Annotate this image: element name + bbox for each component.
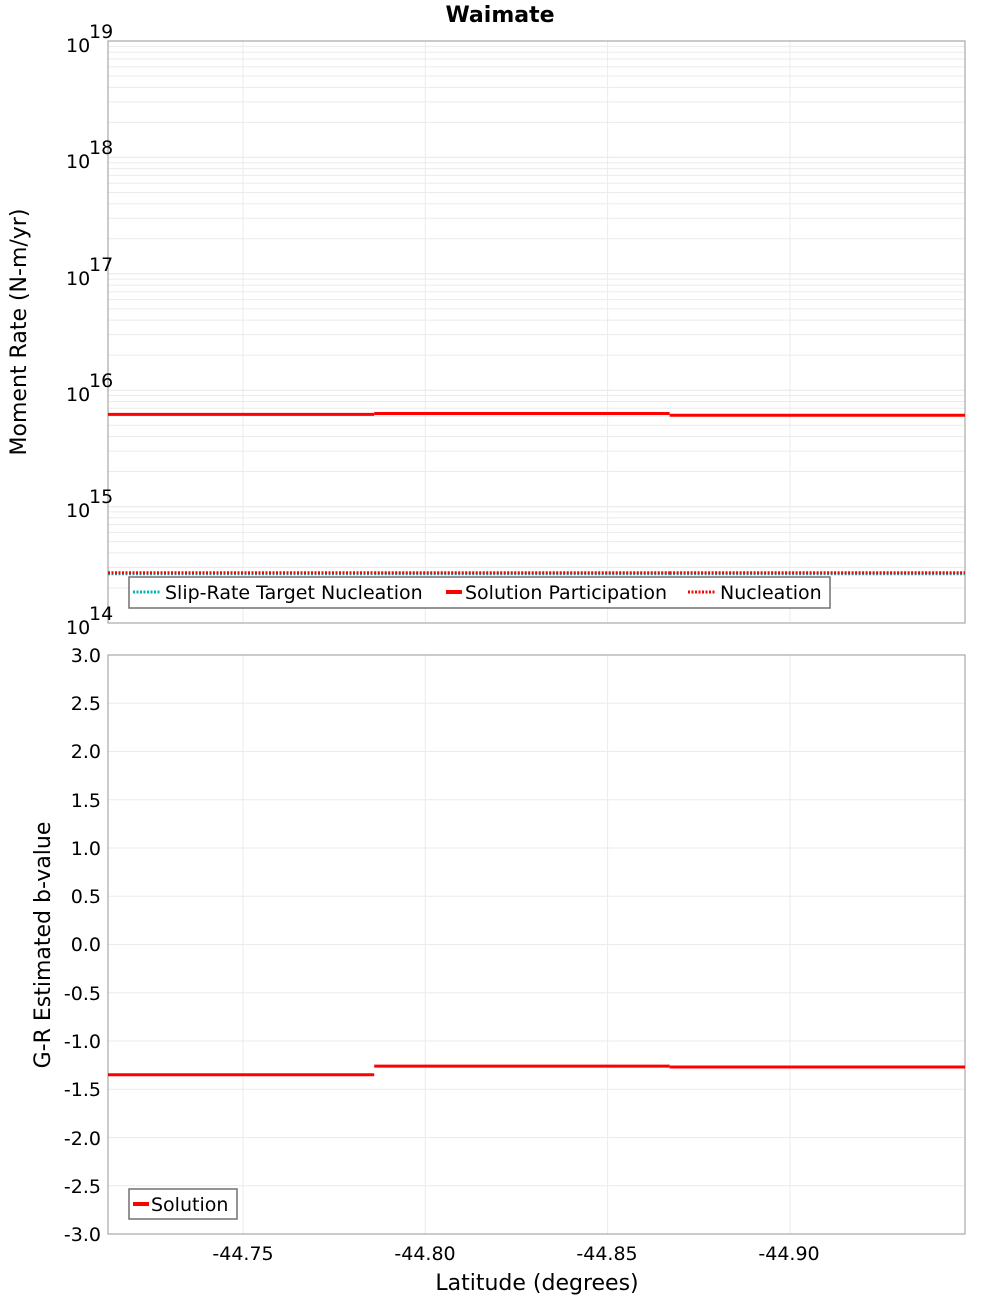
y-tick-base: 10	[66, 35, 90, 57]
top-y-ticks: 10 19 10 18 10 17 10 16 10 15 10 14	[66, 21, 113, 639]
y-tick: 0.5	[71, 886, 101, 908]
y-tick-base: 10	[66, 268, 90, 290]
y-tick-base: 10	[66, 151, 90, 173]
y-tick: -1.5	[64, 1079, 101, 1101]
y-tick: 0.0	[71, 934, 101, 956]
y-tick: -3.0	[64, 1224, 101, 1246]
x-axis-label: Latitude (degrees)	[435, 1271, 638, 1296]
bottom-plot: 3.0 2.5 2.0 1.5 1.0 0.5 0.0 -0.5 -1.0 -1…	[31, 645, 965, 1246]
y-tick: 3.0	[71, 645, 101, 667]
bottom-y-ticks: 3.0 2.5 2.0 1.5 1.0 0.5 0.0 -0.5 -1.0 -1…	[64, 645, 101, 1246]
y-tick: 1.5	[71, 790, 101, 812]
y-tick-exp: 17	[89, 254, 113, 276]
y-tick-exp: 15	[89, 486, 113, 508]
y-tick-exp: 19	[89, 21, 113, 43]
x-tick: -44.80	[394, 1243, 455, 1265]
y-tick-exp: 16	[89, 370, 113, 392]
y-tick: 2.5	[71, 693, 101, 715]
x-tick: -44.85	[576, 1243, 637, 1265]
chart-title: Waimate	[445, 3, 554, 28]
y-tick-exp: 18	[89, 137, 113, 159]
legend-label: Nucleation	[720, 582, 822, 604]
y-tick: -2.0	[64, 1128, 101, 1150]
y-tick-base: 10	[66, 500, 90, 522]
x-axis: -44.75 -44.80 -44.85 -44.90 Latitude (de…	[212, 1243, 819, 1296]
y-tick: -1.0	[64, 1031, 101, 1053]
top-plot-area	[108, 41, 965, 623]
top-plot: 10 19 10 18 10 17 10 16 10 15 10 14 Mome…	[7, 21, 965, 639]
chart-figure: Waimate 10 19 10 18 10 17 10 16 10 15 10…	[0, 0, 1000, 1300]
x-tick: -44.90	[758, 1243, 819, 1265]
y-tick: -0.5	[64, 983, 101, 1005]
legend-label: Solution Participation	[465, 582, 667, 604]
y-tick: 2.0	[71, 741, 101, 763]
y-tick: -2.5	[64, 1176, 101, 1198]
bottom-y-axis-label: G-R Estimated b-value	[31, 822, 56, 1069]
legend-label: Solution	[151, 1194, 228, 1216]
y-tick-exp: 14	[89, 603, 113, 625]
y-tick: 1.0	[71, 838, 101, 860]
top-legend: Slip-Rate Target Nucleation Solution Par…	[129, 577, 830, 608]
x-tick: -44.75	[212, 1243, 273, 1265]
top-y-axis-label: Moment Rate (N-m/yr)	[7, 209, 32, 456]
bottom-legend: Solution	[129, 1189, 237, 1219]
legend-label: Slip-Rate Target Nucleation	[165, 582, 423, 604]
y-tick-base: 10	[66, 384, 90, 406]
y-tick-base: 10	[66, 617, 90, 639]
